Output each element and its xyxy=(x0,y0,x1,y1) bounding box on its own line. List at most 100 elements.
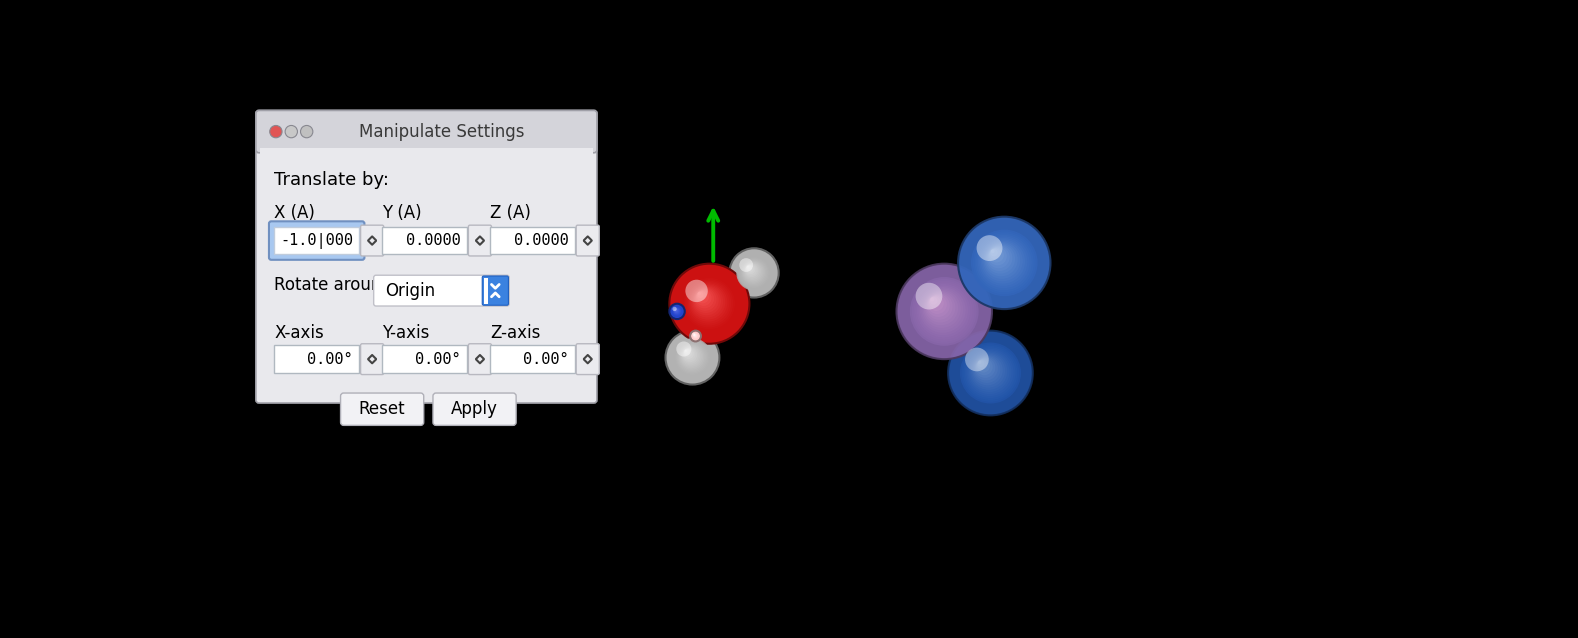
Circle shape xyxy=(746,265,751,269)
Circle shape xyxy=(923,291,958,325)
Circle shape xyxy=(680,346,701,366)
Circle shape xyxy=(911,277,978,346)
Circle shape xyxy=(674,308,679,313)
Circle shape xyxy=(978,360,982,364)
Circle shape xyxy=(925,292,955,323)
Circle shape xyxy=(746,265,754,272)
Circle shape xyxy=(300,126,312,138)
Circle shape xyxy=(746,265,753,271)
Circle shape xyxy=(926,294,950,317)
Circle shape xyxy=(982,241,1023,281)
Circle shape xyxy=(674,338,712,377)
Circle shape xyxy=(693,333,699,339)
Circle shape xyxy=(742,261,764,283)
Circle shape xyxy=(929,297,937,305)
Circle shape xyxy=(991,249,994,253)
Circle shape xyxy=(964,347,1016,398)
Text: Manipulate Settings: Manipulate Settings xyxy=(360,122,524,140)
Circle shape xyxy=(694,288,716,311)
Circle shape xyxy=(920,287,966,333)
Circle shape xyxy=(675,309,677,311)
Circle shape xyxy=(691,285,723,318)
Circle shape xyxy=(745,264,757,276)
Circle shape xyxy=(745,263,761,279)
Circle shape xyxy=(675,341,709,374)
Circle shape xyxy=(988,246,1010,268)
Circle shape xyxy=(896,263,993,359)
Circle shape xyxy=(928,295,947,314)
Circle shape xyxy=(977,235,1032,290)
Circle shape xyxy=(972,355,1002,385)
FancyBboxPatch shape xyxy=(361,225,383,256)
Circle shape xyxy=(685,279,734,327)
Circle shape xyxy=(975,357,996,378)
Circle shape xyxy=(989,248,1000,260)
Circle shape xyxy=(745,263,759,278)
FancyBboxPatch shape xyxy=(268,221,365,260)
FancyBboxPatch shape xyxy=(256,110,596,152)
Circle shape xyxy=(977,235,1002,261)
Circle shape xyxy=(980,239,1026,284)
Circle shape xyxy=(672,306,682,316)
Circle shape xyxy=(912,279,977,344)
FancyBboxPatch shape xyxy=(489,345,574,373)
Circle shape xyxy=(929,297,940,308)
Circle shape xyxy=(977,360,988,370)
Circle shape xyxy=(986,245,1013,271)
FancyBboxPatch shape xyxy=(341,393,424,426)
Circle shape xyxy=(683,348,694,359)
Circle shape xyxy=(915,283,972,339)
Text: 0.0000: 0.0000 xyxy=(406,233,461,248)
Text: Z (A): Z (A) xyxy=(489,204,530,221)
Circle shape xyxy=(974,232,1035,294)
Circle shape xyxy=(693,333,696,336)
Circle shape xyxy=(923,290,961,328)
Circle shape xyxy=(693,286,721,315)
Circle shape xyxy=(693,334,697,338)
Circle shape xyxy=(690,283,727,322)
Text: 0.00°: 0.00° xyxy=(308,352,353,367)
Text: 0.00°: 0.00° xyxy=(415,352,461,367)
Circle shape xyxy=(963,346,1018,400)
Text: Apply: Apply xyxy=(451,400,499,418)
Circle shape xyxy=(694,334,696,336)
Text: Rotate around:: Rotate around: xyxy=(275,276,398,294)
FancyBboxPatch shape xyxy=(489,226,574,255)
Circle shape xyxy=(931,297,934,301)
Circle shape xyxy=(693,333,697,339)
Circle shape xyxy=(677,342,707,373)
Circle shape xyxy=(270,126,282,138)
Circle shape xyxy=(693,333,699,339)
Circle shape xyxy=(975,359,993,375)
Bar xyxy=(484,278,489,304)
Circle shape xyxy=(959,343,1021,403)
Circle shape xyxy=(669,304,685,319)
Circle shape xyxy=(948,330,1032,415)
Circle shape xyxy=(674,309,679,312)
Circle shape xyxy=(679,343,705,371)
Circle shape xyxy=(729,248,778,297)
Circle shape xyxy=(740,259,767,286)
Circle shape xyxy=(978,360,985,367)
Circle shape xyxy=(977,359,989,373)
Circle shape xyxy=(683,348,696,360)
Circle shape xyxy=(674,308,679,313)
Circle shape xyxy=(669,263,750,344)
Circle shape xyxy=(989,248,1004,262)
Circle shape xyxy=(970,353,1005,388)
Circle shape xyxy=(683,278,735,329)
Circle shape xyxy=(680,345,702,367)
Circle shape xyxy=(693,334,696,337)
Circle shape xyxy=(674,309,677,311)
Circle shape xyxy=(983,242,1021,279)
Circle shape xyxy=(666,330,720,385)
Circle shape xyxy=(694,334,696,336)
Circle shape xyxy=(915,283,942,309)
Circle shape xyxy=(970,353,1007,390)
Circle shape xyxy=(917,284,970,338)
Circle shape xyxy=(970,230,1038,296)
Circle shape xyxy=(690,285,726,320)
FancyBboxPatch shape xyxy=(256,110,596,403)
FancyBboxPatch shape xyxy=(382,226,467,255)
Circle shape xyxy=(980,238,1027,286)
